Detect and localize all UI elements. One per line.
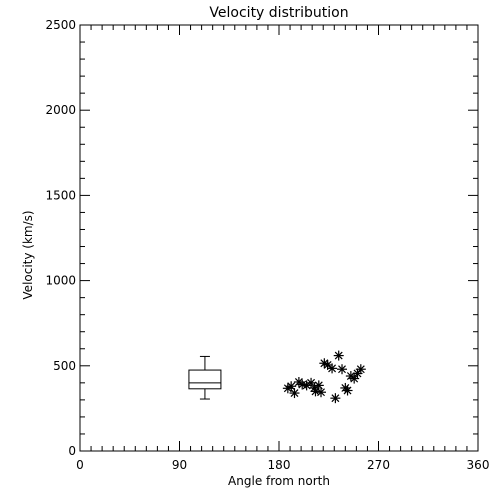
data-point-stroke xyxy=(298,380,307,389)
data-point-stroke xyxy=(328,364,337,373)
data-point-stroke xyxy=(338,365,346,374)
data-point-stroke xyxy=(343,386,352,395)
data-point-stroke xyxy=(314,381,323,390)
data-point xyxy=(330,393,341,404)
plot-frame xyxy=(79,24,479,452)
y-tick-label: 0 xyxy=(68,444,76,458)
velocity-boxplot xyxy=(188,355,222,400)
data-point xyxy=(342,385,353,396)
data-point xyxy=(306,377,317,388)
data-point-stroke xyxy=(334,351,343,360)
y-tick-label: 500 xyxy=(53,359,76,373)
data-point xyxy=(301,380,312,391)
data-point-stroke xyxy=(350,374,359,383)
data-point xyxy=(313,380,324,391)
x-tick-label: 270 xyxy=(367,458,390,472)
plot-axes xyxy=(79,24,479,452)
data-point xyxy=(355,364,366,375)
interquartile-box xyxy=(188,369,222,390)
y-tick-label: 1000 xyxy=(45,274,76,288)
x-tick-label: 360 xyxy=(467,458,490,472)
data-point-stroke xyxy=(307,378,316,387)
x-axis-label: Angle from north xyxy=(228,474,330,488)
data-point-stroke xyxy=(331,394,340,403)
data-point-stroke xyxy=(353,369,362,378)
y-tick-label: 2000 xyxy=(45,103,76,117)
data-point-stroke xyxy=(356,365,365,374)
data-point-stroke xyxy=(290,389,299,398)
data-point xyxy=(333,350,344,361)
data-point xyxy=(337,364,348,375)
y-tick-label: 1500 xyxy=(45,188,76,202)
data-point-stroke xyxy=(323,360,332,369)
x-tick-label: 90 xyxy=(172,458,187,472)
data-point xyxy=(289,388,300,399)
data-point xyxy=(349,373,360,384)
data-point xyxy=(327,363,338,374)
data-point-stroke xyxy=(317,388,325,397)
tick-labels: 0 90 180 270 360 0 500 1000 1500 2000 2500 xyxy=(45,18,489,472)
data-point-stroke xyxy=(287,382,296,391)
y-tick-label: 2500 xyxy=(45,18,76,32)
chart-title: Velocity distribution xyxy=(209,5,348,21)
data-point xyxy=(316,387,327,398)
x-tick-label: 180 xyxy=(268,458,291,472)
y-axis-label: Velocity (km/s) xyxy=(21,210,35,299)
data-point-stroke xyxy=(320,359,329,368)
scatter-points xyxy=(282,350,366,404)
axis-ticks xyxy=(79,24,479,452)
x-tick-label: 0 xyxy=(76,458,84,472)
